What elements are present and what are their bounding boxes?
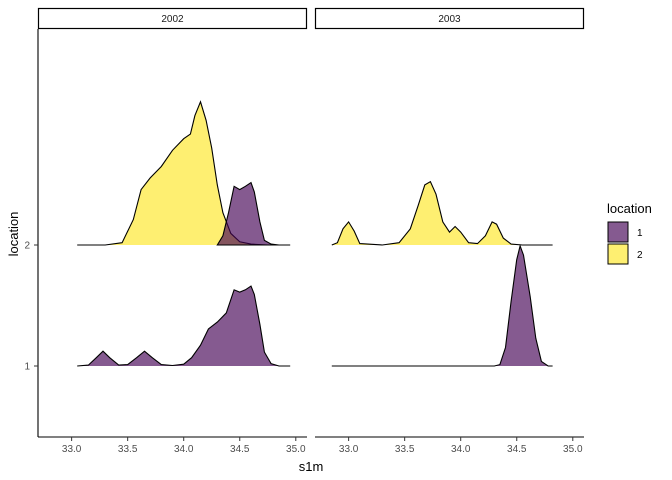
- legend-label-1: 1: [637, 228, 643, 239]
- x-axis-title: s1m: [299, 459, 324, 474]
- x-tick-label-2003-34.5: 34.5: [507, 444, 527, 455]
- density-line-2003-loc2: [331, 180, 553, 246]
- x-axes: 33.0 33.5 34.0 34.5 35.0 33.0 33.5 34.0 34.5 35.0: [38, 436, 584, 455]
- legend-label-2: 2: [637, 250, 643, 261]
- facet-panels: [77, 100, 553, 367]
- density-area-2003-loc1: [331, 245, 553, 366]
- legend-key-2: [607, 243, 629, 265]
- facet-strip-2003: [314, 7, 585, 30]
- y-axis: 12: [24, 29, 39, 437]
- facet-strip-label-2002: 2002: [161, 14, 184, 25]
- density-area-2002-loc2: [77, 101, 291, 245]
- x-tick-label-2003-33.0: 33.0: [339, 444, 359, 455]
- density-line-2003-loc1: [331, 244, 553, 367]
- legend: location 1 2: [607, 201, 652, 265]
- x-tick-label-2002-34.0: 34.0: [174, 444, 194, 455]
- x-tick-label-2003-33.5: 33.5: [395, 444, 415, 455]
- panel-2002: [77, 100, 291, 367]
- density-overlap-2002: [216, 181, 280, 246]
- panel-2003: [331, 180, 553, 367]
- y-tick-label-2: 2: [24, 241, 30, 252]
- density-area-2003-loc2: [331, 181, 553, 245]
- legend-key-1: [607, 221, 629, 243]
- x-tick-label-2002-35.0: 35.0: [286, 444, 306, 455]
- x-tick-label-2003-35.0: 35.0: [563, 444, 583, 455]
- x-tick-label-2003-34.0: 34.0: [451, 444, 471, 455]
- facet-strips: 2002 2003: [37, 7, 585, 30]
- x-tick-label-2002-34.5: 34.5: [230, 444, 250, 455]
- y-tick-label-1: 1: [24, 362, 30, 373]
- y-axis-title: location: [6, 212, 21, 257]
- x-tick-label-2002-33.0: 33.0: [62, 444, 82, 455]
- density-area-2002-loc1: [77, 286, 291, 366]
- density-line-2002-loc1: [77, 285, 291, 367]
- x-tick-label-2002-33.5: 33.5: [118, 444, 138, 455]
- legend-title: location: [607, 201, 652, 216]
- facet-strip-label-2003: 2003: [438, 14, 461, 25]
- facet-strip-2002: [37, 7, 308, 30]
